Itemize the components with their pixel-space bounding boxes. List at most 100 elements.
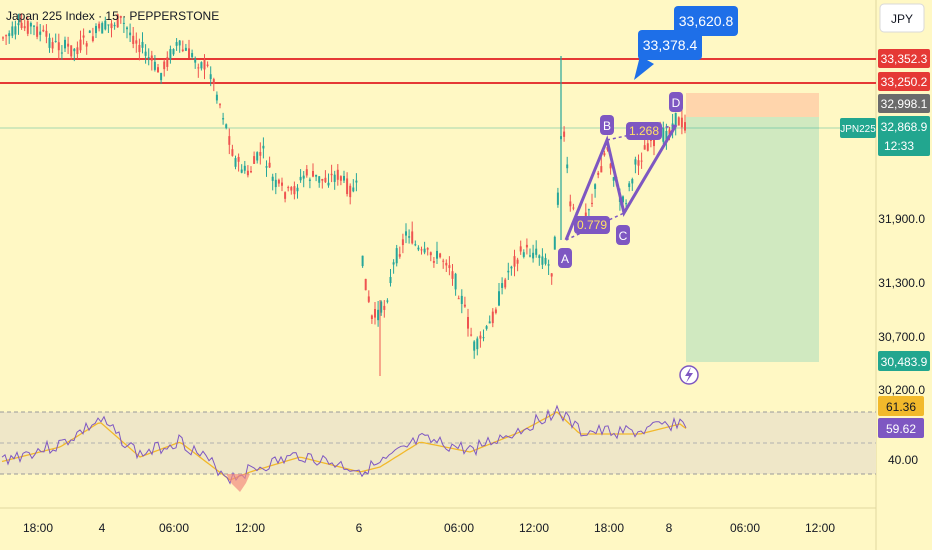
candle-body xyxy=(646,143,649,151)
time-axis-label: 6 xyxy=(356,521,363,535)
candle-body xyxy=(643,145,646,150)
point-c-marker[interactable] xyxy=(616,225,630,245)
point-b-label: B xyxy=(603,119,611,133)
callout-second[interactable]: 33,378.4 xyxy=(634,30,702,80)
candle-body xyxy=(417,247,420,250)
ratio-ab-badge[interactable] xyxy=(574,216,610,234)
candle-body xyxy=(246,170,249,176)
candle-body xyxy=(277,179,280,184)
candle-body xyxy=(129,32,132,36)
candle-body xyxy=(640,160,643,162)
candle-body xyxy=(374,309,376,318)
point-a-marker[interactable] xyxy=(558,248,572,268)
resistance-2-tag[interactable] xyxy=(878,72,930,91)
point-a-label: A xyxy=(561,252,569,266)
candle-body xyxy=(432,261,435,263)
candle-body xyxy=(482,337,485,339)
candle-body xyxy=(510,266,513,269)
price-axis-label: 30,200.0 xyxy=(878,383,925,397)
candle-body xyxy=(408,236,411,238)
candle-body xyxy=(541,256,544,265)
harmonic-pattern[interactable]: A B C D 0.779 1.268 xyxy=(558,92,683,268)
candle-body xyxy=(104,20,107,30)
candle-body xyxy=(442,260,445,262)
candle-body xyxy=(73,48,76,52)
candle-body xyxy=(132,35,135,44)
candle-body xyxy=(243,165,246,171)
candle-body xyxy=(569,201,572,207)
stop-tag[interactable] xyxy=(878,94,930,113)
target-tag[interactable] xyxy=(878,351,930,371)
rsi-line xyxy=(1,404,687,485)
candle-body xyxy=(312,171,314,177)
candle-body xyxy=(203,60,206,70)
candle-body xyxy=(612,177,615,181)
candle-body xyxy=(553,236,556,250)
candle-body xyxy=(628,183,631,188)
candle-body xyxy=(271,176,274,181)
resistance-1-tag[interactable] xyxy=(878,49,930,68)
candle-body xyxy=(389,276,392,284)
currency-button[interactable] xyxy=(879,3,925,33)
candle-body xyxy=(54,40,57,42)
time-axis-label: 18:00 xyxy=(594,521,624,535)
candle-body xyxy=(597,172,600,175)
point-d-marker[interactable] xyxy=(669,92,683,112)
time-axis-label: 06:00 xyxy=(730,521,760,535)
candle-body xyxy=(157,67,159,73)
callout-high[interactable]: 33,620.8 xyxy=(674,6,738,36)
candle-body xyxy=(591,202,593,204)
candle-body xyxy=(625,203,628,205)
candle-body xyxy=(172,49,175,55)
candle-body xyxy=(253,156,256,164)
candle-body xyxy=(281,182,283,186)
ratio-bc-badge[interactable] xyxy=(626,122,662,140)
candle-body xyxy=(544,257,547,264)
candle-body xyxy=(274,179,277,188)
time-axis-label: 12:00 xyxy=(519,521,549,535)
candle-body xyxy=(674,112,677,127)
candle-body xyxy=(122,22,125,24)
candle-body xyxy=(473,341,476,351)
candle-body xyxy=(197,67,200,69)
point-b-marker[interactable] xyxy=(600,115,614,135)
rsi-value-tag[interactable] xyxy=(878,418,924,438)
candle-body xyxy=(333,174,336,182)
candle-body xyxy=(556,192,559,205)
price-axis[interactable] xyxy=(876,0,932,550)
candle-body xyxy=(119,15,122,18)
candle-body xyxy=(262,145,265,149)
candle-body xyxy=(460,295,463,305)
candle-body xyxy=(420,249,423,251)
candle-body xyxy=(144,51,147,56)
target-zone[interactable] xyxy=(686,117,819,362)
candle-body xyxy=(668,129,671,135)
candle-body xyxy=(305,169,308,176)
candle-body xyxy=(234,158,237,167)
candle-body xyxy=(498,291,500,306)
candle-body xyxy=(228,136,231,145)
candle-body xyxy=(222,118,225,120)
candle-body xyxy=(380,301,383,313)
current-price-tag[interactable] xyxy=(878,116,930,156)
stop-zone[interactable] xyxy=(686,93,819,117)
candle-body xyxy=(206,64,209,66)
rsi-ma-tag[interactable] xyxy=(878,396,924,416)
candle-body xyxy=(367,296,370,302)
candle-body xyxy=(339,176,342,181)
candle-body xyxy=(411,231,414,244)
candle-body xyxy=(181,49,184,52)
candle-body xyxy=(491,311,494,324)
countdown-value: 12:33 xyxy=(884,139,914,153)
candle-body xyxy=(349,185,352,198)
lightning-icon[interactable] xyxy=(679,365,699,385)
time-axis-label: 18:00 xyxy=(23,521,53,535)
candle-body xyxy=(240,169,243,173)
candle-body xyxy=(631,179,634,184)
instrument-tag[interactable] xyxy=(840,118,876,138)
candle-body xyxy=(665,130,668,141)
candle-body xyxy=(532,252,535,259)
candle-body xyxy=(91,36,94,41)
candle-body xyxy=(547,264,550,266)
